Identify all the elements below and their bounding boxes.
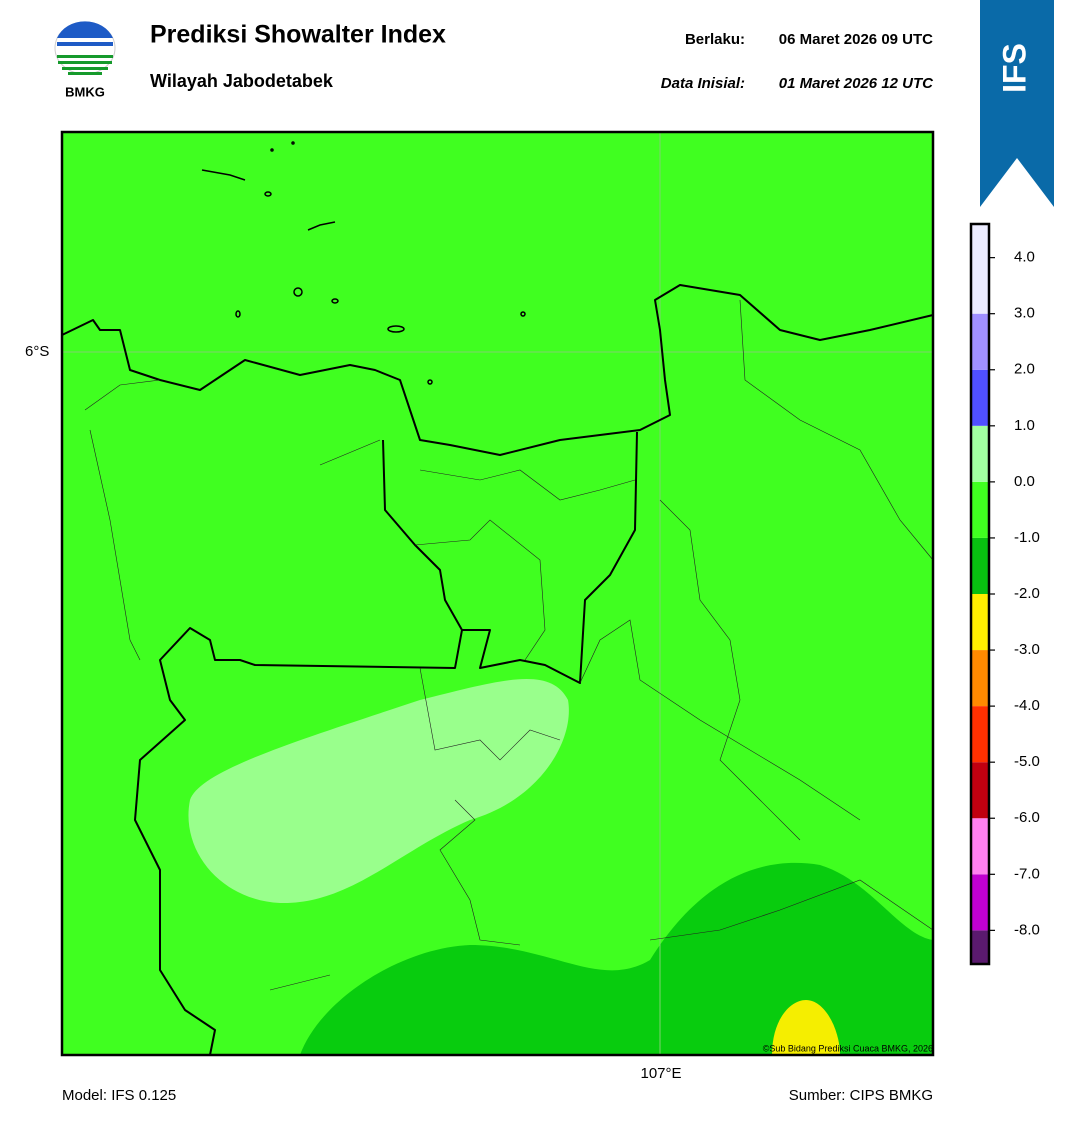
credit: ©Sub Bidang Prediksi Cuaca BMKG, 2026 (763, 1043, 933, 1053)
colorbar-tick-label: -5.0 (1014, 753, 1040, 770)
contour-light (188, 679, 569, 904)
colorbar-tick-label: 1.0 (1014, 417, 1035, 434)
valid-label: Berlaku: (685, 31, 745, 48)
badge-ribbon (980, 0, 1054, 207)
logo-text: BMKG (65, 84, 105, 99)
colorbar-bin (971, 650, 989, 707)
islands (201, 141, 526, 385)
colorbar-bin (971, 706, 989, 763)
colorbar-bin (971, 313, 989, 370)
province-border (462, 431, 638, 684)
colorbar-tick-label: -2.0 (1014, 585, 1040, 602)
lon-label: 107°E (640, 1065, 681, 1082)
colorbar-bin (971, 425, 989, 482)
contour-dark (300, 862, 933, 1055)
colorbar-tick-label: 0.0 (1014, 473, 1035, 490)
logo (54, 21, 116, 75)
lat-label: 6°S (25, 343, 49, 360)
colorbar-bin (971, 762, 989, 819)
district-border (84, 299, 934, 991)
coastline (61, 284, 934, 456)
colorbar-tick-label: -1.0 (1014, 529, 1040, 546)
colorbar-tick-label: -7.0 (1014, 865, 1040, 882)
colorbar-tick-label: -3.0 (1014, 641, 1040, 658)
map-frame (60, 130, 935, 1057)
colorbar-tick-label: 4.0 (1014, 249, 1035, 266)
colorbar-bin (971, 818, 989, 875)
colorbar-bin (971, 930, 989, 964)
colorbar-tick-label: 3.0 (1014, 305, 1035, 322)
colorbar-tick-label: -8.0 (1014, 921, 1040, 938)
title: Prediksi Showalter Index (150, 21, 446, 49)
colorbar: 4.0 3.0 2.0 1.0 0.0 -1.0 -2.0 -3.0 -4.0 -5.0 -6.0 -… (969, 222, 1040, 966)
badge-text: IFS (996, 43, 1032, 93)
map: ©Sub Bidang Prediksi Cuaca BMKG, 2026 (60, 130, 935, 1057)
contour-yellow (772, 1000, 840, 1055)
init-label: Data Inisial: (661, 75, 745, 92)
province-border (134, 439, 463, 1056)
valid-time: 06 Maret 2026 09 UTC (779, 31, 933, 48)
colorbar-bin (971, 224, 989, 314)
colorbar-tick-label: 2.0 (1014, 361, 1035, 378)
colorbar-bin (971, 481, 989, 538)
colorbar-tick-label: -6.0 (1014, 809, 1040, 826)
colorbar-bin (971, 369, 989, 426)
colorbar-bin (971, 594, 989, 651)
colorbar-bin (971, 537, 989, 594)
colorbar-tick-label: -4.0 (1014, 697, 1040, 714)
init-time: 01 Maret 2026 12 UTC (779, 75, 934, 92)
model-label: Model: IFS 0.125 (62, 1087, 176, 1104)
subtitle: Wilayah Jabodetabek (150, 71, 334, 91)
colorbar-bin (971, 874, 989, 931)
source-label: Sumber: CIPS BMKG (789, 1087, 933, 1104)
